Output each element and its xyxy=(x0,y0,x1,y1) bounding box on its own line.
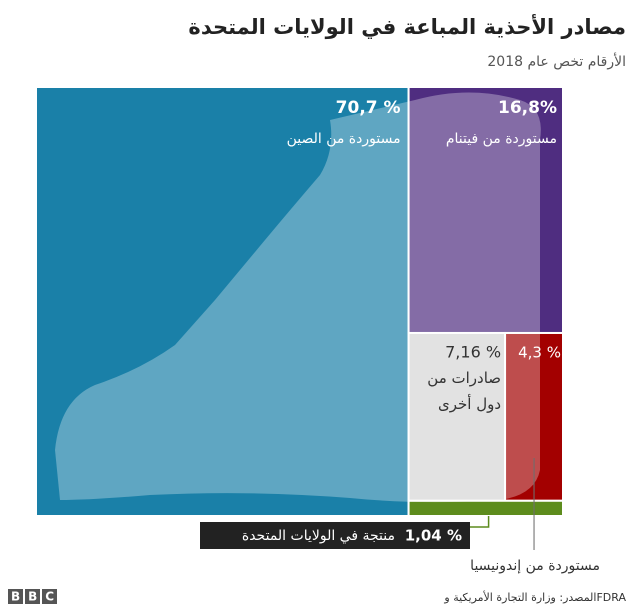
category-label: مستوردة من فيتنام xyxy=(446,131,557,147)
value-label: 7,16 % xyxy=(445,342,501,361)
tile xyxy=(407,86,564,334)
chart-title: مصادر الأحذية المباعة في الولايات المتحد… xyxy=(188,13,626,39)
tile xyxy=(35,86,410,517)
value-label: 16,8% xyxy=(498,98,557,118)
leader-line xyxy=(470,516,490,528)
logo-box xyxy=(42,589,57,604)
boot-silhouette xyxy=(55,92,541,503)
category-label: منتجة في الولايات المتحدة xyxy=(242,528,395,544)
chart-subtitle: الأرقام تخص عام 2018 xyxy=(487,52,626,70)
logo-text: BBC xyxy=(11,590,62,604)
category-label: مستوردة من إندونيسيا xyxy=(470,558,600,574)
label-box xyxy=(200,522,470,549)
category-label: صادرات من دول أخرى xyxy=(427,368,502,413)
logo-box xyxy=(25,589,40,604)
tile xyxy=(407,499,564,518)
logo-box xyxy=(8,589,23,604)
bbc-logo: BBC xyxy=(8,589,62,604)
source: المصدر: وزارة التجارة الأمريكية وFDRA xyxy=(443,590,626,604)
tile xyxy=(407,331,507,502)
labels: 70,7 % مستوردة من الصين 16,8% مستوردة من في… xyxy=(200,98,600,574)
value-label: 1,04 % xyxy=(405,527,462,545)
category-label-box: صادرات من دول أخرى xyxy=(427,368,502,413)
category-label: مستوردة من الصين xyxy=(287,131,401,147)
value-label: 4,3 % xyxy=(518,343,561,361)
value-label: 70,7 % xyxy=(336,98,401,118)
treemap xyxy=(35,86,565,518)
